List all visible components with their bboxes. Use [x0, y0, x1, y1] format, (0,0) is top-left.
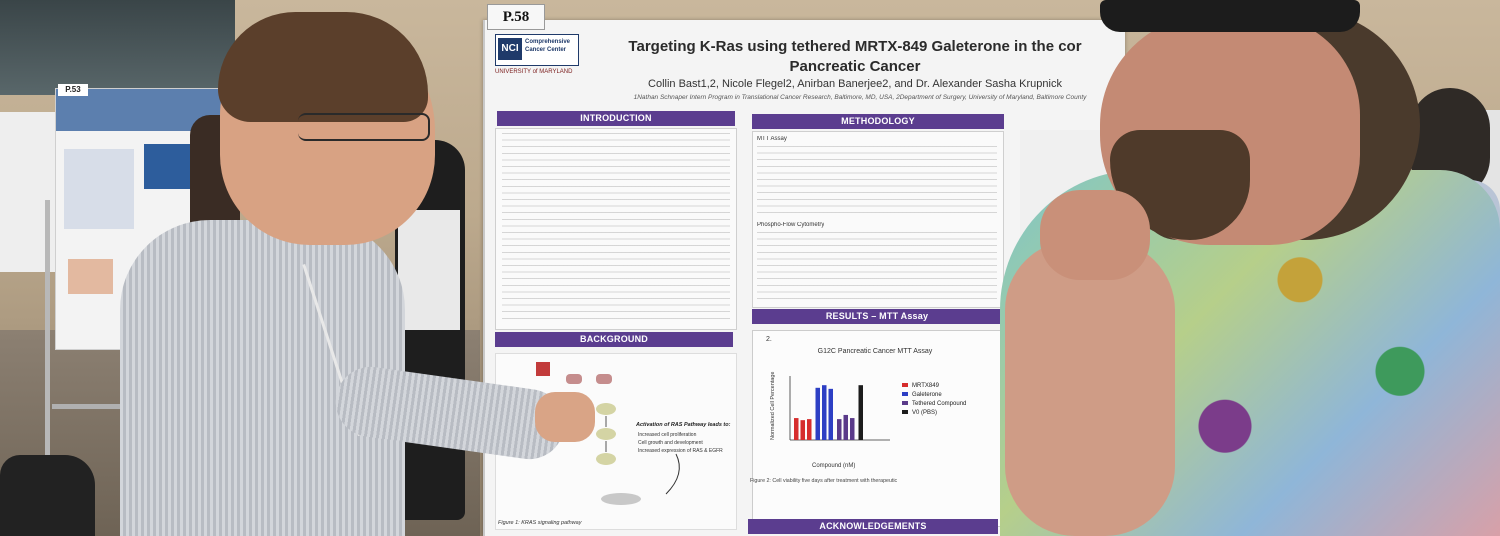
poster-title: Targeting K-Ras using tethered MRTX-849 …	[590, 37, 1120, 77]
nci-logo-text: Comprehensive Cancer Center	[525, 39, 571, 53]
chart-legend-item: MRTX849	[902, 383, 939, 389]
cap-icon	[1100, 0, 1360, 32]
chart-legend-item: V0 (PBS)	[902, 410, 937, 416]
figure1-caption: Figure 1: KRAS signaling pathway	[498, 520, 582, 526]
nci-logo: NCI Comprehensive Cancer Center	[495, 34, 579, 66]
presenter-hand	[535, 392, 595, 442]
activation-item: Increased expression of RAS & EGFR	[638, 448, 723, 454]
listener-hand	[1040, 190, 1150, 280]
chart-legend-item: Tethered Compound	[902, 401, 966, 407]
pathway-svg	[536, 362, 680, 505]
section-introduction: INTRODUCTION	[497, 111, 735, 126]
presenter-hair	[218, 12, 428, 122]
easel-leg	[45, 200, 50, 500]
chart-bar	[828, 388, 833, 440]
raf-shape	[596, 403, 616, 415]
legend-swatch	[902, 410, 908, 415]
poster-number: P.58	[487, 4, 545, 30]
chart-x-axis-label: Compound (nM)	[812, 463, 856, 469]
chart-bar	[837, 419, 842, 440]
methods-subhead-flow: Phospho-Flow Cytometry	[757, 222, 825, 228]
chart-bar	[800, 420, 805, 440]
chart-title: G12C Pancreatic Cancer MTT Assay	[817, 348, 933, 355]
chart-legend-item: Galeterone	[902, 392, 942, 398]
activation-item: Increased cell proliferation	[638, 432, 697, 438]
poster-affiliation: 1Nathan Schnaper Intern Program in Trans…	[633, 94, 1087, 101]
legend-swatch	[902, 383, 908, 388]
protein-shape	[566, 374, 582, 384]
mek-shape	[596, 428, 616, 440]
methodology-panel: MTT Assay Phospho-Flow Cytometry	[752, 131, 1004, 308]
results-chart-panel	[752, 330, 1002, 527]
chart-bar	[858, 385, 863, 440]
erk-shape	[596, 453, 616, 465]
dna-shape	[601, 493, 641, 505]
left-poster-tag: P.53	[58, 84, 88, 96]
methods-text-lines-1	[757, 146, 997, 216]
legend-label: V0 (PBS)	[912, 410, 938, 416]
section-methodology: METHODOLOGY	[752, 114, 1004, 129]
poster-title-line-2: Pancreatic Cancer	[789, 58, 921, 75]
section-results: RESULTS – MTT Assay	[752, 309, 1002, 324]
protein-shape	[596, 374, 612, 384]
legend-swatch	[902, 401, 908, 406]
left-poster-text	[64, 149, 134, 229]
activation-title: Activation of RAS Pathway leads to:	[636, 422, 731, 428]
curved-arrow	[665, 453, 680, 495]
methods-subhead-mtt: MTT Assay	[757, 136, 787, 142]
poster-title-line-1: Targeting K-Ras using tethered MRTX-849 …	[628, 38, 1082, 55]
legend-label: Tethered Compound	[912, 401, 967, 407]
section-background: BACKGROUND	[495, 332, 733, 347]
figure2-number: 2.	[766, 336, 772, 343]
legend-label: Galeterone	[912, 392, 942, 398]
figure2-caption: Figure 2: Cell viability five days after…	[750, 478, 898, 484]
introduction-text-lines	[502, 133, 730, 323]
umd-logo: UNIVERSITY of MARYLAND	[495, 69, 573, 75]
legend-label: MRTX849	[912, 383, 939, 389]
chart-bar	[850, 418, 855, 440]
left-poster-image	[68, 259, 113, 294]
poster-authors: Collin Bast1,2, Nicole Flegel2, Anirban …	[648, 78, 1062, 90]
chart-plot	[789, 376, 890, 441]
chart-bar	[794, 418, 799, 440]
chart-bar	[807, 419, 812, 440]
glasses-icon	[298, 113, 430, 141]
window	[0, 0, 235, 95]
nci-mark: NCI	[498, 38, 522, 60]
receptor-shape	[536, 362, 550, 376]
introduction-panel	[495, 128, 737, 330]
chart-bar	[815, 387, 820, 440]
backpack	[0, 455, 95, 536]
easel-bar	[52, 404, 142, 409]
activation-item: Cell growth and development	[638, 440, 703, 446]
methods-text-lines-2	[757, 232, 997, 302]
chart-bar	[843, 414, 848, 440]
section-acknowledgements: ACKNOWLEDGEMENTS	[748, 519, 998, 534]
legend-swatch	[902, 392, 908, 397]
background-person-2-top	[398, 210, 460, 330]
chart-bar	[822, 385, 827, 440]
listener-arm	[1005, 240, 1175, 536]
